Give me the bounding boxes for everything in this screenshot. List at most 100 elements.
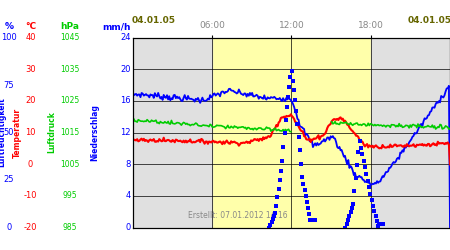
- Point: [309, 218, 316, 222]
- Text: 1025: 1025: [60, 96, 79, 105]
- Point: [357, 146, 364, 150]
- Text: 995: 995: [63, 191, 77, 200]
- Point: [306, 212, 313, 216]
- Point: [282, 118, 289, 122]
- Text: Temperatur: Temperatur: [13, 108, 22, 158]
- Bar: [371, 38, 450, 228]
- Text: Niederschlag: Niederschlag: [90, 104, 99, 161]
- Point: [343, 222, 350, 226]
- Point: [308, 218, 315, 222]
- Point: [280, 145, 287, 149]
- Point: [356, 139, 363, 143]
- Point: [270, 214, 278, 218]
- Point: [307, 218, 314, 222]
- Text: 50: 50: [4, 128, 14, 137]
- Text: °C: °C: [25, 22, 36, 31]
- Text: 8: 8: [125, 160, 130, 169]
- Text: mm/h: mm/h: [102, 22, 130, 31]
- Text: 1015: 1015: [60, 128, 79, 137]
- Point: [292, 98, 299, 102]
- Point: [276, 178, 284, 182]
- Point: [283, 105, 290, 109]
- Bar: [133, 38, 212, 228]
- Point: [290, 88, 297, 92]
- Point: [344, 218, 351, 222]
- Point: [294, 122, 301, 126]
- Point: [311, 218, 319, 222]
- Point: [303, 200, 310, 204]
- Point: [296, 148, 303, 152]
- Point: [288, 69, 295, 73]
- Point: [371, 209, 378, 213]
- Text: 0: 0: [125, 223, 130, 232]
- Text: -20: -20: [24, 223, 37, 232]
- Text: 10: 10: [25, 128, 36, 137]
- Text: Luftdruck: Luftdruck: [47, 112, 56, 154]
- Point: [355, 150, 362, 154]
- Point: [284, 95, 292, 99]
- Point: [279, 159, 286, 163]
- Text: Erstellt: 07.01.2012 14:16: Erstellt: 07.01.2012 14:16: [188, 211, 287, 220]
- Text: 75: 75: [4, 80, 14, 90]
- Point: [289, 79, 297, 83]
- Point: [373, 219, 380, 223]
- Point: [302, 194, 309, 198]
- Point: [297, 162, 305, 166]
- Text: 1035: 1035: [60, 65, 80, 74]
- Point: [342, 226, 349, 230]
- Point: [374, 224, 382, 228]
- Bar: [292, 38, 371, 228]
- Point: [369, 204, 377, 208]
- Point: [368, 198, 375, 202]
- Text: 4: 4: [125, 191, 130, 200]
- Point: [376, 222, 383, 226]
- Point: [268, 220, 275, 224]
- Point: [347, 210, 354, 214]
- Point: [281, 132, 288, 136]
- Text: 1005: 1005: [60, 160, 80, 169]
- Point: [360, 159, 367, 163]
- Text: 0: 0: [6, 223, 12, 232]
- Point: [286, 85, 293, 89]
- Point: [310, 218, 318, 222]
- Point: [346, 214, 353, 218]
- Text: 04.01.05: 04.01.05: [131, 16, 175, 25]
- Point: [359, 152, 366, 156]
- Point: [271, 211, 279, 215]
- Point: [364, 178, 371, 182]
- Point: [275, 186, 282, 190]
- Text: 12: 12: [120, 128, 130, 137]
- Text: 30: 30: [25, 65, 36, 74]
- Point: [277, 169, 284, 173]
- Point: [354, 163, 361, 167]
- Point: [267, 222, 274, 226]
- Text: 100: 100: [1, 33, 17, 42]
- Text: 0: 0: [28, 160, 33, 169]
- Point: [363, 172, 370, 176]
- Point: [365, 185, 373, 189]
- Point: [378, 222, 386, 226]
- Point: [350, 202, 357, 206]
- Text: %: %: [4, 22, 13, 31]
- Point: [292, 108, 300, 112]
- Point: [269, 217, 276, 221]
- Point: [287, 75, 294, 79]
- Text: 20: 20: [120, 65, 130, 74]
- Point: [301, 188, 308, 192]
- Point: [372, 214, 379, 218]
- Point: [274, 195, 281, 199]
- Bar: [212, 38, 292, 228]
- Point: [299, 175, 306, 179]
- Text: 20: 20: [25, 96, 36, 105]
- Point: [380, 222, 387, 226]
- Point: [300, 182, 307, 186]
- Text: Luftfeuchtigkeit: Luftfeuchtigkeit: [0, 98, 6, 168]
- Text: -10: -10: [24, 191, 37, 200]
- Point: [367, 192, 374, 196]
- Point: [273, 204, 280, 208]
- Text: 04.01.05: 04.01.05: [408, 16, 450, 25]
- Text: 25: 25: [4, 176, 14, 184]
- Text: 985: 985: [63, 223, 77, 232]
- Text: 16: 16: [120, 96, 130, 105]
- Text: hPa: hPa: [60, 22, 79, 31]
